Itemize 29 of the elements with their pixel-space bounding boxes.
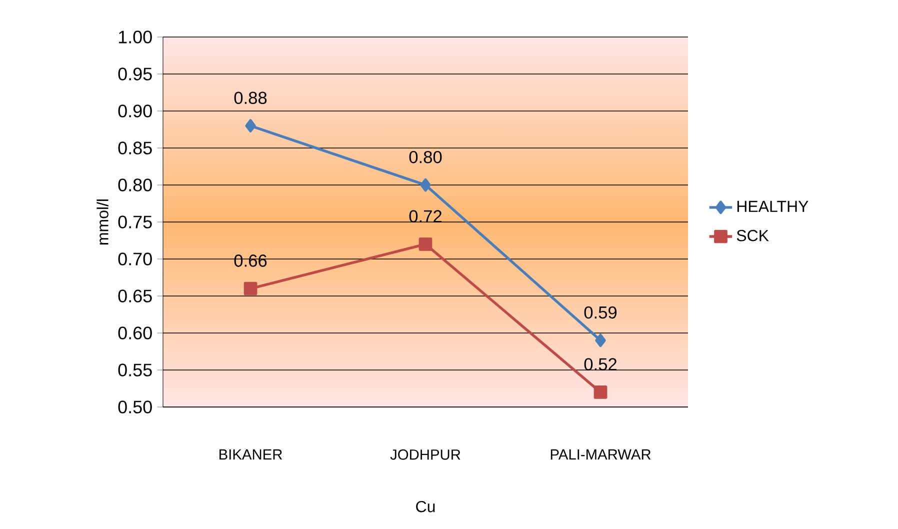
y-tick-label: 0.50 [118, 400, 152, 414]
y-tick-label: 0.60 [118, 326, 152, 340]
data-label: 0.80 [409, 150, 442, 164]
y-tick-label: 0.80 [118, 178, 152, 192]
y-tick-label: 0.70 [118, 252, 152, 266]
point [245, 119, 256, 132]
y-axis-title: mmol/l [96, 200, 108, 244]
legend-label: HEALTHY [737, 200, 808, 212]
point [595, 334, 606, 348]
data-label: 0.52 [584, 358, 616, 370]
y-tick-label: 0.90 [118, 104, 152, 118]
point [420, 178, 431, 192]
legend-label: SCK [736, 230, 769, 242]
point [418, 238, 432, 251]
x-tick-label: BIKANER [220, 449, 282, 460]
y-tick-label: 0.55 [118, 364, 152, 376]
y-tick-label: 0.75 [118, 216, 152, 228]
y-tick-label: 0.65 [118, 290, 152, 302]
data-label: 0.59 [584, 306, 617, 319]
data-label: 0.72 [409, 210, 442, 222]
x-tick-label: JODHPUR [390, 449, 460, 460]
y-tick-label: 1.00 [118, 30, 152, 44]
point [244, 282, 258, 296]
point [594, 386, 608, 399]
y-tick-label: 0.95 [118, 68, 152, 80]
x-tick-label: PALI-MARWAR [550, 449, 651, 460]
y-tick-label: 0.85 [118, 142, 152, 154]
data-label: 0.88 [234, 92, 267, 104]
x-axis-title: Cu [416, 500, 435, 512]
